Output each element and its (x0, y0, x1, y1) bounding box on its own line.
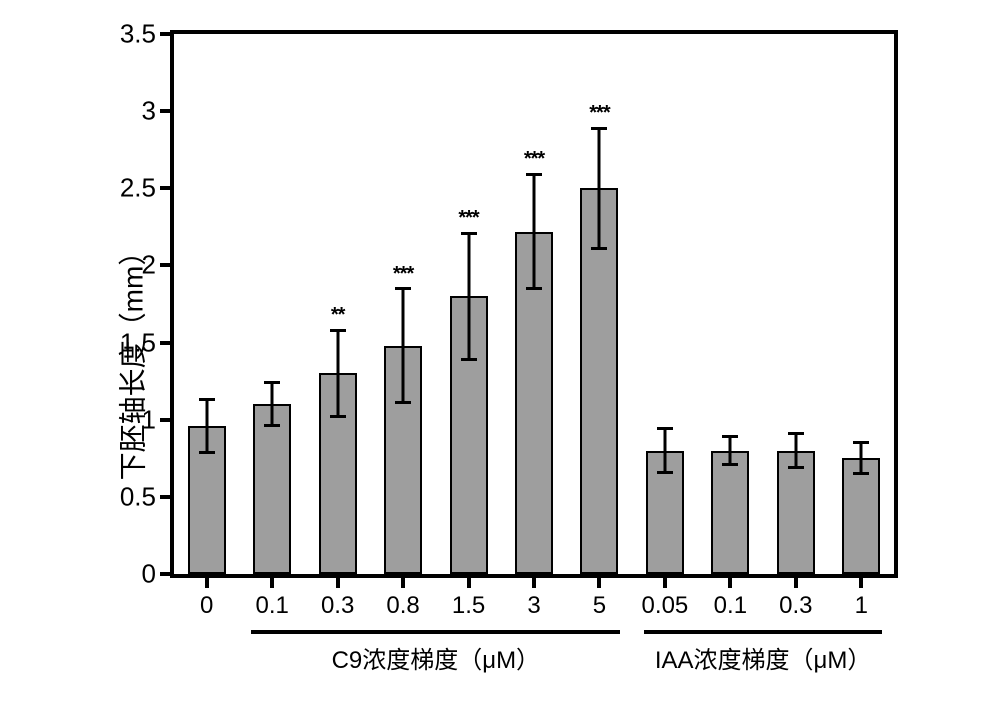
error-bar (336, 330, 339, 416)
error-cap (657, 471, 673, 474)
error-cap (788, 432, 804, 435)
error-cap (330, 329, 346, 332)
x-tick (532, 578, 536, 588)
x-tick-label: 0.8 (386, 592, 419, 620)
error-bar (663, 429, 666, 472)
y-tick (160, 186, 170, 190)
error-cap (461, 232, 477, 235)
y-tick (160, 263, 170, 267)
error-bar (402, 289, 405, 403)
error-bar (205, 400, 208, 452)
error-cap (657, 427, 673, 430)
plot-area: 00.511.522.533.500.1**0.3***0.8***1.5***… (170, 30, 898, 578)
y-tick (160, 32, 170, 36)
x-tick (597, 578, 601, 588)
y-tick (160, 572, 170, 576)
x-tick (270, 578, 274, 588)
bar (842, 458, 880, 574)
error-cap (526, 173, 542, 176)
bar (253, 404, 291, 574)
x-tick-label: 0.1 (714, 592, 747, 620)
y-tick (160, 418, 170, 422)
bar-chart: 下胚轴长度（mm） 00.511.522.533.500.1**0.3***0.… (30, 30, 898, 688)
x-tick (794, 578, 798, 588)
error-cap (199, 398, 215, 401)
significance-label: *** (589, 102, 609, 125)
error-cap (591, 247, 607, 250)
x-tick-label: 1.5 (452, 592, 485, 620)
error-cap (264, 424, 280, 427)
y-tick-label: 1.5 (120, 327, 156, 358)
y-tick-label: 2 (142, 250, 156, 281)
error-bar (271, 383, 274, 426)
group-label: IAA浓度梯度（μM） (655, 640, 872, 675)
error-cap (395, 287, 411, 290)
x-tick (663, 578, 667, 588)
group-underline (251, 630, 620, 634)
x-tick-label: 1 (855, 592, 868, 620)
significance-label: *** (524, 148, 544, 171)
error-bar (467, 233, 470, 360)
error-cap (853, 472, 869, 475)
group-underline (644, 630, 882, 634)
y-tick-label: 1 (142, 404, 156, 435)
y-tick-label: 0 (142, 559, 156, 590)
bar (777, 451, 815, 574)
error-cap (199, 451, 215, 454)
group-label: C9浓度梯度（μM） (332, 640, 541, 675)
significance-label: ** (331, 304, 345, 327)
x-tick-label: 0.1 (255, 592, 288, 620)
y-tick-label: 3 (142, 96, 156, 127)
error-cap (395, 401, 411, 404)
y-tick (160, 109, 170, 113)
y-tick-label: 2.5 (120, 173, 156, 204)
bar (711, 451, 749, 574)
x-tick-label: 3 (527, 592, 540, 620)
error-bar (598, 128, 601, 248)
x-tick (336, 578, 340, 588)
x-tick-label: 0 (200, 592, 213, 620)
error-cap (330, 415, 346, 418)
x-tick (467, 578, 471, 588)
y-tick (160, 495, 170, 499)
x-tick-label: 0.05 (642, 592, 689, 620)
x-tick-label: 0.3 (779, 592, 812, 620)
error-cap (264, 381, 280, 384)
x-tick (401, 578, 405, 588)
error-cap (461, 358, 477, 361)
error-bar (860, 443, 863, 474)
x-tick-label: 0.3 (321, 592, 354, 620)
error-bar (533, 174, 536, 288)
x-tick (205, 578, 209, 588)
significance-label: *** (393, 263, 413, 286)
x-tick (728, 578, 732, 588)
y-tick-label: 3.5 (120, 19, 156, 50)
significance-label: *** (458, 207, 478, 230)
error-cap (526, 287, 542, 290)
error-cap (788, 466, 804, 469)
error-cap (853, 441, 869, 444)
error-cap (722, 435, 738, 438)
error-cap (591, 127, 607, 130)
error-bar (794, 434, 797, 468)
y-tick-label: 0.5 (120, 481, 156, 512)
x-tick (859, 578, 863, 588)
x-tick-label: 5 (593, 592, 606, 620)
y-tick (160, 341, 170, 345)
error-bar (729, 437, 732, 465)
error-cap (722, 463, 738, 466)
